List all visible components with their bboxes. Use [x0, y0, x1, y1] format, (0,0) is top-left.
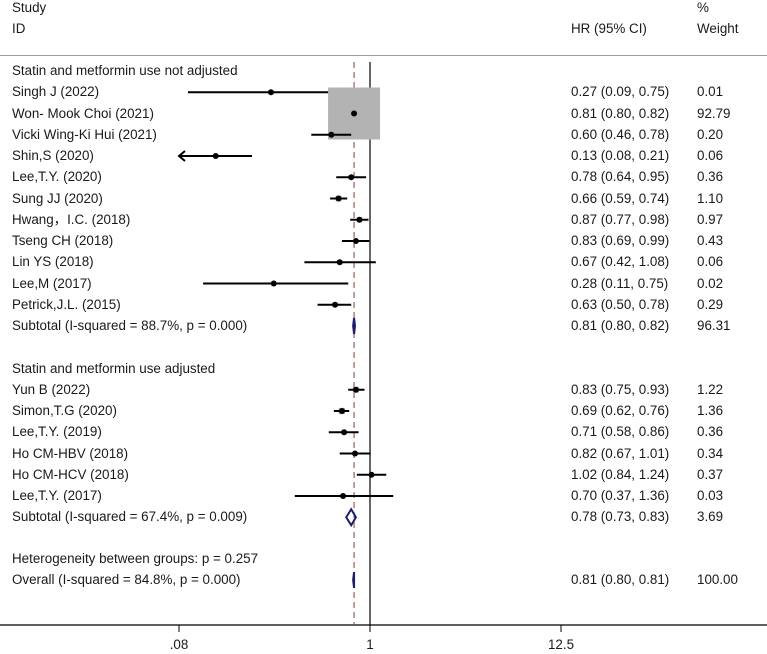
pooled-estimate-diamond	[352, 571, 356, 589]
point-estimate	[328, 131, 335, 138]
weight-header-line2: Weight	[697, 21, 739, 36]
study-weight: 0.06	[697, 254, 724, 270]
point-estimate	[270, 280, 277, 287]
point-estimate	[356, 216, 363, 223]
study-name: Won- Mook Choi (2021)	[12, 105, 154, 121]
study-hr-ci: 0.28 (0.11, 0.75)	[571, 275, 669, 291]
subtotal-hr-ci: 0.81 (0.80, 0.82)	[571, 318, 670, 333]
subtotal-hr-ci: 0.78 (0.73, 0.83)	[571, 509, 670, 525]
heterogeneity-text: Heterogeneity between groups: p = 0.257	[12, 551, 259, 566]
study-name: Hwang，I.C. (2018)	[12, 211, 131, 227]
study-weight: 1.10	[697, 190, 724, 206]
study-name: Lee,M (2017)	[12, 275, 92, 291]
point-estimate	[332, 301, 339, 308]
study-name: Lee,T.Y. (2020)	[12, 169, 102, 185]
study-weight: 0.36	[697, 169, 724, 185]
point-estimate	[352, 238, 359, 244]
study-hr-ci: 0.60 (0.46, 0.78)	[571, 126, 670, 142]
subtotal-label: Overall (I-squared = 84.8%, p = 0.000)	[12, 572, 241, 587]
subtotal-hr-ci: 0.81 (0.80, 0.81)	[571, 572, 670, 587]
study-name: Ho CM-HBV (2018)	[12, 445, 129, 461]
study-hr-ci: 0.81 (0.80, 0.82)	[571, 105, 670, 121]
study-header-line1: Study	[12, 0, 47, 15]
study-weight: 0.20	[697, 126, 724, 142]
study-name: Tseng CH (2018)	[12, 233, 114, 248]
point-estimate	[352, 386, 359, 393]
point-estimate	[368, 471, 375, 478]
study-hr-ci: 0.66 (0.59, 0.74)	[571, 190, 670, 206]
study-name: Ho CM-HCV (2018)	[12, 466, 129, 482]
study-name: Shin,S (2020)	[12, 148, 94, 163]
pooled-estimate-diamond	[345, 507, 358, 528]
study-weight: 1.36	[697, 403, 724, 418]
point-estimate	[335, 195, 342, 202]
point-estimate	[351, 110, 358, 117]
subtotal-weight: 100.00	[697, 572, 738, 587]
subtotal-label: Subtotal (I-squared = 67.4%, p = 0.009)	[12, 509, 248, 525]
group-heading: Statin and metformin use adjusted	[12, 360, 216, 376]
point-estimate	[341, 429, 348, 436]
study-hr-ci: 0.67 (0.42, 1.08)	[571, 254, 670, 270]
study-hr-ci: 0.13 (0.08, 0.21)	[571, 148, 670, 163]
study-hr-ci: 0.69 (0.62, 0.76)	[571, 403, 670, 418]
study-name: Petrick,J.L. (2015)	[12, 296, 121, 312]
study-weight: 0.37	[697, 466, 724, 482]
point-estimate	[267, 89, 274, 96]
study-weight: 0.02	[697, 275, 724, 291]
study-name: Simon,T.G (2020)	[12, 403, 117, 418]
x-tick-label: 12.5	[547, 637, 575, 652]
study-weight: 92.79	[697, 105, 731, 121]
study-hr-ci: 0.27 (0.09, 0.75)	[571, 84, 670, 100]
study-header-line2: ID	[12, 21, 26, 36]
subtotal-label: Subtotal (I-squared = 88.7%, p = 0.000)	[12, 318, 248, 333]
study-hr-ci: 0.83 (0.75, 0.93)	[571, 381, 670, 397]
study-weight: 1.22	[697, 381, 724, 397]
group-heading: Statin and metformin use not adjusted	[12, 63, 238, 78]
study-weight: 0.34	[697, 445, 724, 461]
study-hr-ci: 0.83 (0.69, 0.99)	[571, 233, 670, 248]
weight-header-line1: %	[697, 0, 709, 15]
subtotal-weight: 3.69	[697, 509, 724, 525]
study-hr-ci: 1.02 (0.84, 1.24)	[571, 466, 670, 482]
point-estimate	[348, 174, 355, 181]
study-name: Sung JJ (2020)	[12, 190, 103, 206]
study-name: Lin YS (2018)	[12, 254, 94, 270]
study-name: Vicki Wing-Ki Hui (2021)	[12, 126, 157, 142]
study-weight: 0.97	[697, 211, 724, 227]
point-estimate	[212, 153, 219, 159]
ci-truncation-arrow-icon	[177, 150, 186, 162]
study-hr-ci: 0.70 (0.37, 1.36)	[571, 488, 670, 503]
study-weight: 0.36	[697, 424, 724, 440]
study-weight: 0.29	[697, 296, 724, 312]
hr-header: HR (95% CI)	[571, 21, 647, 36]
study-weight: 0.06	[697, 148, 724, 163]
study-name: Lee,T.Y. (2019)	[12, 424, 102, 440]
study-hr-ci: 0.87 (0.77, 0.98)	[571, 211, 670, 227]
pooled-estimate-diamond	[352, 317, 356, 335]
subtotal-weight: 96.31	[697, 318, 731, 333]
study-weight: 0.01	[697, 84, 724, 100]
study-hr-ci: 0.78 (0.64, 0.95)	[571, 169, 670, 185]
point-estimate	[340, 493, 347, 499]
study-name: Singh J (2022)	[12, 84, 100, 100]
study-weight: 0.43	[697, 233, 724, 248]
x-tick-label: .08	[169, 637, 189, 652]
point-estimate	[351, 450, 358, 457]
x-tick-label: 1	[366, 637, 374, 652]
study-name: Yun B (2022)	[12, 381, 91, 397]
study-hr-ci: 0.82 (0.67, 1.01)	[571, 445, 670, 461]
study-name: Lee,T.Y. (2017)	[12, 488, 102, 503]
study-hr-ci: 0.63 (0.50, 0.78)	[571, 296, 670, 312]
point-estimate	[338, 408, 345, 414]
point-estimate	[336, 259, 343, 266]
study-weight: 0.03	[697, 488, 724, 503]
study-hr-ci: 0.71 (0.58, 0.86)	[571, 424, 670, 440]
